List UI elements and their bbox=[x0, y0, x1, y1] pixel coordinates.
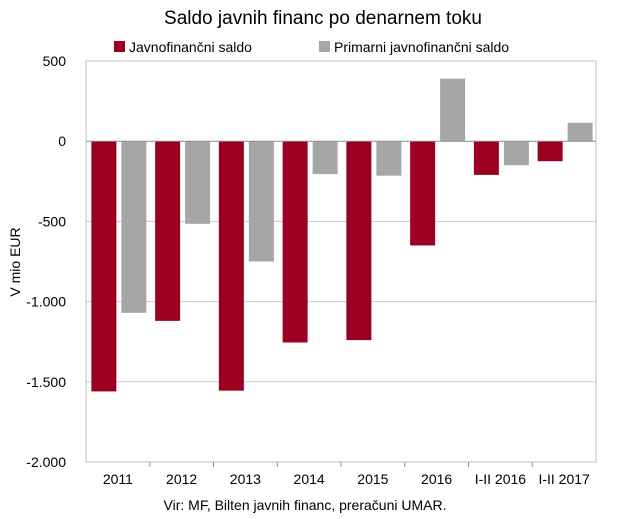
x-tick-label: 2012 bbox=[166, 471, 197, 487]
legend: Javnofinančni saldo Primarni javnofinanč… bbox=[114, 39, 509, 55]
bar-javnofinancni-saldo bbox=[218, 141, 244, 391]
bars bbox=[91, 78, 593, 392]
bar-primarni-saldo bbox=[440, 78, 466, 142]
legend-label-1: Javnofinančni saldo bbox=[129, 39, 252, 55]
x-tick-label: 2011 bbox=[103, 471, 133, 487]
y-tick-label: -2.000 bbox=[26, 454, 66, 470]
y-tick-label: -500 bbox=[38, 213, 66, 229]
bar-primarni-saldo bbox=[121, 141, 147, 313]
source-note: Vir: MF, Bilten javnih financ, preračuni… bbox=[164, 497, 447, 513]
bar-javnofinancni-saldo bbox=[537, 141, 563, 162]
bar-primarni-saldo bbox=[312, 141, 338, 175]
y-tick-label: 0 bbox=[58, 133, 66, 149]
bar-javnofinancni-saldo bbox=[155, 141, 181, 321]
chart-title: Saldo javnih financ po denarnem toku bbox=[164, 8, 482, 29]
bar-primarni-saldo bbox=[185, 141, 211, 224]
y-axis-ticks: 500 0 -500 -1.000 -1.500 -2.000 bbox=[26, 53, 66, 470]
bar-primarni-saldo bbox=[567, 122, 593, 142]
legend-swatch-1 bbox=[114, 41, 125, 52]
x-axis-ticks: 2011 2012 2013 2014 2015 2016 I-II 2016 I-II 20… bbox=[103, 462, 590, 487]
y-tick-label: -1.500 bbox=[26, 374, 66, 390]
x-tick-label: 2013 bbox=[230, 471, 261, 487]
legend-label-2: Primarni javnofinančni saldo bbox=[334, 39, 509, 55]
bar-primarni-saldo bbox=[503, 141, 529, 166]
y-axis-label: V mio EUR bbox=[7, 227, 23, 296]
bar-primarni-saldo bbox=[376, 141, 402, 176]
bar-javnofinancni-saldo bbox=[410, 141, 436, 246]
legend-swatch-2 bbox=[319, 41, 330, 52]
x-tick-label: 2015 bbox=[357, 471, 388, 487]
bar-javnofinancni-saldo bbox=[346, 141, 372, 341]
y-tick-label: 500 bbox=[43, 53, 67, 69]
bar-primarni-saldo bbox=[248, 141, 274, 262]
bar-javnofinancni-saldo bbox=[91, 141, 117, 392]
bar-javnofinancni-saldo bbox=[282, 141, 308, 343]
y-tick-label: -1.000 bbox=[26, 294, 66, 310]
bar-javnofinancni-saldo bbox=[473, 141, 499, 175]
x-tick-label: I-II 2017 bbox=[538, 471, 590, 487]
x-tick-label: 2014 bbox=[294, 471, 325, 487]
x-tick-label: 2016 bbox=[421, 471, 452, 487]
x-tick-label: I-II 2016 bbox=[475, 471, 527, 487]
